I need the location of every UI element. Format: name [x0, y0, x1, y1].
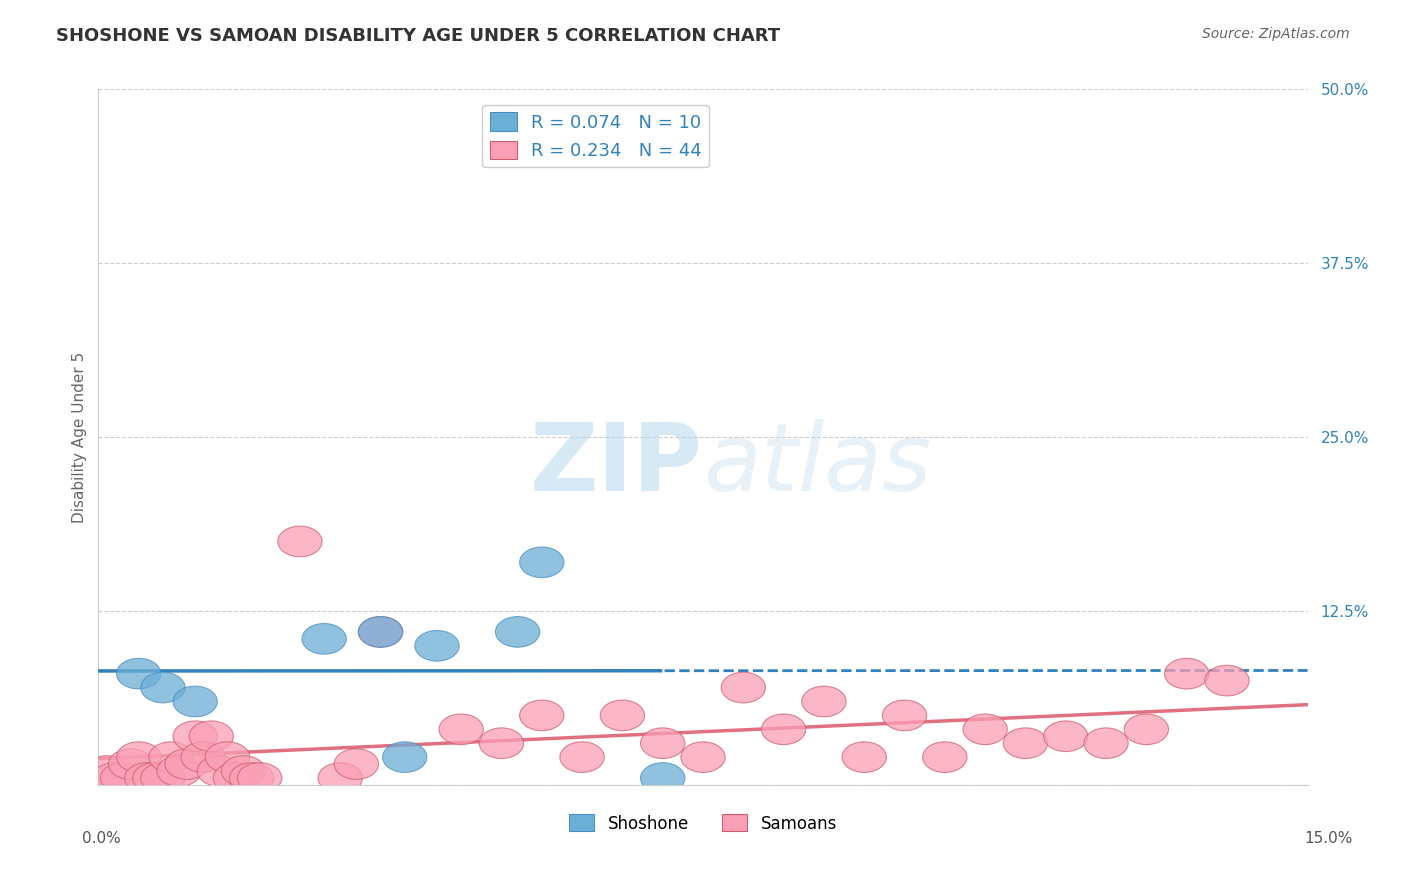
- Ellipse shape: [278, 526, 322, 557]
- Ellipse shape: [883, 700, 927, 731]
- Ellipse shape: [359, 616, 402, 648]
- Ellipse shape: [1205, 665, 1249, 696]
- Ellipse shape: [188, 721, 233, 752]
- Ellipse shape: [205, 742, 250, 772]
- Text: 15.0%: 15.0%: [1305, 831, 1353, 846]
- Ellipse shape: [141, 763, 186, 793]
- Ellipse shape: [1164, 658, 1209, 689]
- Ellipse shape: [520, 700, 564, 731]
- Y-axis label: Disability Age Under 5: Disability Age Under 5: [72, 351, 87, 523]
- Ellipse shape: [382, 742, 427, 772]
- Ellipse shape: [238, 763, 281, 793]
- Ellipse shape: [479, 728, 523, 758]
- Ellipse shape: [1125, 714, 1168, 745]
- Ellipse shape: [132, 763, 177, 793]
- Ellipse shape: [415, 631, 460, 661]
- Ellipse shape: [681, 742, 725, 772]
- Ellipse shape: [165, 748, 209, 780]
- Ellipse shape: [335, 748, 378, 780]
- Ellipse shape: [84, 756, 129, 787]
- Ellipse shape: [181, 742, 225, 772]
- Text: atlas: atlas: [703, 419, 931, 510]
- Ellipse shape: [117, 658, 160, 689]
- Ellipse shape: [641, 763, 685, 793]
- Ellipse shape: [762, 714, 806, 745]
- Ellipse shape: [214, 763, 257, 793]
- Ellipse shape: [560, 742, 605, 772]
- Ellipse shape: [141, 673, 186, 703]
- Ellipse shape: [93, 763, 136, 793]
- Ellipse shape: [117, 742, 160, 772]
- Text: Source: ZipAtlas.com: Source: ZipAtlas.com: [1202, 27, 1350, 41]
- Text: SHOSHONE VS SAMOAN DISABILITY AGE UNDER 5 CORRELATION CHART: SHOSHONE VS SAMOAN DISABILITY AGE UNDER …: [56, 27, 780, 45]
- Ellipse shape: [125, 763, 169, 793]
- Ellipse shape: [641, 728, 685, 758]
- Ellipse shape: [197, 756, 242, 787]
- Ellipse shape: [600, 700, 644, 731]
- Text: ZIP: ZIP: [530, 419, 703, 511]
- Ellipse shape: [439, 714, 484, 745]
- Ellipse shape: [520, 547, 564, 578]
- Ellipse shape: [173, 721, 218, 752]
- Ellipse shape: [922, 742, 967, 772]
- Ellipse shape: [302, 624, 346, 654]
- Text: 0.0%: 0.0%: [82, 831, 121, 846]
- Ellipse shape: [1004, 728, 1047, 758]
- Ellipse shape: [495, 616, 540, 648]
- Ellipse shape: [1043, 721, 1088, 752]
- Ellipse shape: [1084, 728, 1128, 758]
- Ellipse shape: [842, 742, 886, 772]
- Ellipse shape: [108, 748, 153, 780]
- Ellipse shape: [173, 686, 218, 717]
- Ellipse shape: [721, 673, 765, 703]
- Legend: Shoshone, Samoans: Shoshone, Samoans: [562, 808, 844, 839]
- Ellipse shape: [229, 763, 274, 793]
- Ellipse shape: [318, 763, 363, 793]
- Ellipse shape: [157, 756, 201, 787]
- Ellipse shape: [801, 686, 846, 717]
- Ellipse shape: [359, 616, 402, 648]
- Ellipse shape: [963, 714, 1007, 745]
- Ellipse shape: [100, 763, 145, 793]
- Ellipse shape: [221, 756, 266, 787]
- Ellipse shape: [149, 742, 193, 772]
